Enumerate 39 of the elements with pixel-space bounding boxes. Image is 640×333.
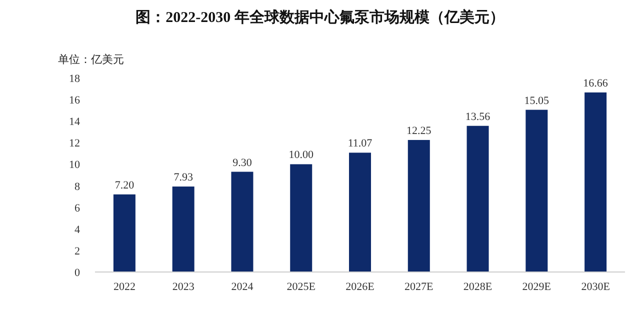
x-tick-label: 2022 — [113, 281, 136, 293]
data-label: 15.05 — [524, 94, 550, 107]
chart-title: 图：2022-2030 年全球数据中心氟泵市场规模（亿美元） — [136, 8, 504, 26]
x-tick-label: 2030E — [581, 281, 610, 293]
y-tick-label: 6 — [74, 202, 80, 214]
bar — [408, 140, 430, 272]
y-axis-title: 单位：亿美元 — [58, 53, 124, 66]
y-tick-label: 0 — [74, 267, 80, 279]
data-label: 12.25 — [406, 124, 432, 137]
y-tick-label: 2 — [74, 245, 80, 258]
bar — [349, 152, 371, 272]
data-label: 9.30 — [232, 156, 252, 169]
x-tick-label: 2025E — [286, 281, 316, 293]
data-label: 10.00 — [288, 149, 314, 162]
y-tick-label: 16 — [69, 94, 80, 107]
y-tick-label: 18 — [69, 73, 80, 85]
bar — [526, 110, 548, 272]
x-tick-label: 2026E — [346, 281, 375, 293]
y-tick-label: 10 — [69, 159, 80, 172]
bar — [466, 126, 489, 272]
data-label: 7.93 — [174, 172, 194, 184]
y-tick-label: 8 — [74, 180, 80, 193]
x-tick-label: 2028E — [463, 281, 492, 293]
bar — [290, 164, 312, 272]
data-label: 13.56 — [465, 110, 491, 123]
bar — [231, 172, 254, 272]
data-label: 11.07 — [348, 138, 373, 150]
x-tick-label: 2023 — [172, 281, 195, 293]
y-tick-label: 4 — [74, 224, 80, 236]
y-tick-label: 14 — [69, 116, 80, 128]
x-tick-label: 2027E — [404, 281, 434, 293]
x-tick-label: 2024 — [231, 281, 254, 293]
bar — [584, 92, 607, 272]
x-tick-label: 2029E — [522, 281, 552, 293]
data-label: 7.20 — [114, 179, 135, 192]
y-tick-label: 12 — [69, 138, 80, 150]
bar — [113, 194, 136, 272]
data-label: 16.66 — [583, 77, 608, 90]
bar — [172, 186, 194, 272]
